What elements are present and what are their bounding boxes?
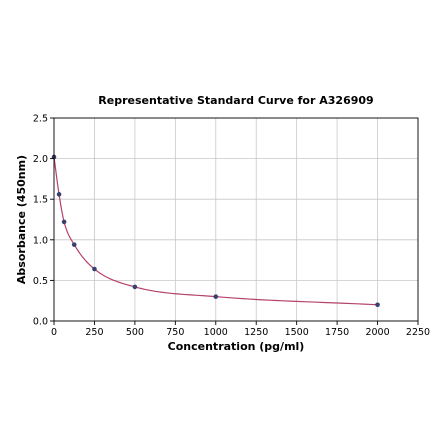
x-tick-label: 1000 [204, 327, 228, 338]
x-tick-label: 1500 [285, 327, 309, 338]
data-point [61, 219, 67, 225]
data-point [375, 302, 380, 308]
x-tick-label: 1250 [244, 327, 268, 338]
x-tick-label: 1750 [325, 327, 349, 338]
data-point [132, 284, 138, 290]
fit-curve-layer [53, 156, 378, 306]
x-tick-label: 2250 [406, 327, 430, 338]
x-tick-label: 2000 [365, 327, 389, 338]
y-axis-label: Absorbance (450nm) [15, 155, 28, 284]
y-tick-label: 2.5 [33, 114, 48, 125]
y-tick-label: 0.5 [33, 276, 48, 287]
plot-frame [53, 117, 419, 322]
x-axis-label: Concentration (pg/ml) [168, 340, 305, 353]
y-tick-label: 2.0 [33, 154, 48, 165]
x-axis-ticks: 0 250 500 750 1000 1250 1500 1750 2000 2250 [51, 321, 430, 338]
data-point [92, 266, 97, 272]
y-tick-label: 0.0 [33, 317, 48, 328]
y-tick-label: 1.5 [33, 195, 48, 206]
x-tick-label: 500 [126, 327, 144, 338]
x-tick-label: 0 [51, 327, 57, 338]
data-point [213, 294, 219, 299]
data-points [51, 154, 380, 308]
x-tick-label: 750 [166, 327, 184, 338]
data-point [56, 192, 62, 197]
y-axis-ticks: 0.0 0.5 1.0 1.5 2.0 2.5 [33, 114, 54, 328]
grid [53, 117, 419, 322]
fit-curve [53, 156, 378, 306]
x-tick-label: 250 [85, 327, 103, 338]
y-tick-label: 1.0 [33, 235, 48, 246]
chart-title: Representative Standard Curve for A32690… [98, 94, 373, 107]
data-point [71, 242, 77, 247]
